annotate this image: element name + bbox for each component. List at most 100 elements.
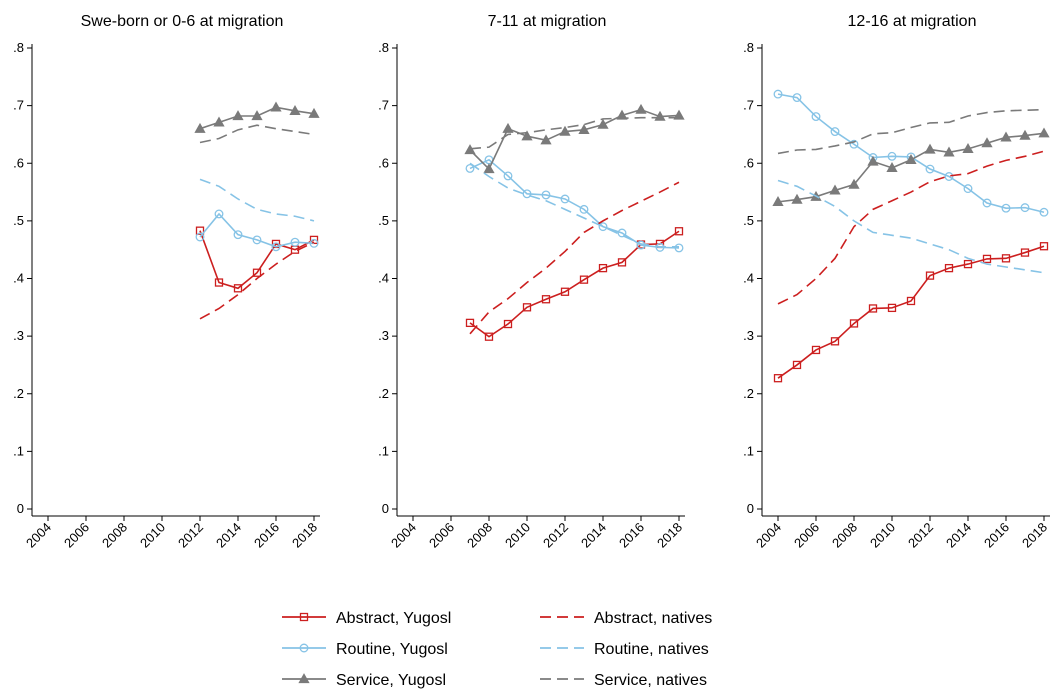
series-line xyxy=(199,230,315,290)
x-tick-label: 2008 xyxy=(464,520,495,551)
y-tick-label: 0 xyxy=(747,501,754,516)
x-tick-label: 2006 xyxy=(426,520,457,551)
marker xyxy=(579,275,589,284)
marker xyxy=(811,345,821,355)
marker xyxy=(540,134,552,145)
y-tick-label: .5 xyxy=(743,213,754,228)
y-tick-label: .5 xyxy=(378,213,389,228)
y-tick-label: .7 xyxy=(743,98,754,113)
marker xyxy=(464,144,476,155)
y-tick-label: .3 xyxy=(378,328,389,343)
marker xyxy=(597,118,609,129)
y-tick-label: .4 xyxy=(13,271,24,286)
marker xyxy=(905,153,917,164)
marker xyxy=(635,103,647,114)
marker xyxy=(308,107,320,118)
marker xyxy=(773,374,783,383)
x-tick-label: 2012 xyxy=(905,520,936,551)
y-tick-label: 0 xyxy=(17,501,24,516)
series-line xyxy=(469,158,680,249)
x-tick-label: 2006 xyxy=(61,520,92,551)
marker xyxy=(1039,207,1049,217)
marker xyxy=(214,278,224,287)
y-tick-label: .6 xyxy=(13,155,24,170)
marker xyxy=(578,124,590,134)
marker xyxy=(194,122,206,133)
series-line xyxy=(469,230,680,338)
marker xyxy=(963,184,973,194)
y-tick-label: .1 xyxy=(743,443,754,458)
y-tick-label: .2 xyxy=(378,386,389,401)
y-tick-label: 0 xyxy=(382,501,389,516)
marker xyxy=(465,318,475,328)
y-tick-label: .3 xyxy=(743,328,754,343)
x-tick-label: 2018 xyxy=(289,520,320,551)
marker xyxy=(233,284,243,293)
marker xyxy=(298,673,310,684)
marker xyxy=(289,104,301,115)
marker xyxy=(829,184,841,195)
marker xyxy=(559,125,571,136)
y-tick-label: .1 xyxy=(13,443,24,458)
marker xyxy=(944,263,954,273)
marker xyxy=(943,146,955,157)
panel-title: Swe-born or 0-6 at migration xyxy=(81,13,284,30)
series-line xyxy=(469,116,679,150)
marker xyxy=(252,235,262,245)
marker xyxy=(887,151,897,161)
marker xyxy=(830,337,840,346)
marker xyxy=(309,238,319,248)
marker xyxy=(848,178,860,189)
x-tick-label: 2010 xyxy=(502,520,533,551)
marker xyxy=(982,198,992,208)
y-tick-label: .4 xyxy=(378,271,389,286)
marker xyxy=(830,127,840,137)
legend-label: Routine, Yugosl xyxy=(336,641,448,658)
x-tick-label: 2016 xyxy=(251,520,282,551)
marker xyxy=(270,101,282,112)
marker xyxy=(598,263,608,273)
x-tick-label: 2004 xyxy=(753,520,784,551)
marker xyxy=(963,259,973,269)
marker xyxy=(541,190,551,200)
legend-label: Service, Yugosl xyxy=(336,672,446,689)
legend-label: Service, natives xyxy=(594,672,707,689)
marker xyxy=(849,319,859,328)
series-line xyxy=(199,178,315,222)
marker xyxy=(1020,248,1030,257)
y-tick-label: .2 xyxy=(13,386,24,401)
marker xyxy=(849,139,859,149)
marker xyxy=(503,171,513,181)
marker xyxy=(867,155,879,166)
x-tick-label: 2008 xyxy=(99,520,130,551)
x-tick-label: 2006 xyxy=(791,520,822,551)
marker xyxy=(773,89,783,99)
legend-label: Abstract, Yugosl xyxy=(336,610,451,627)
marker xyxy=(299,612,309,622)
marker xyxy=(925,271,935,280)
y-tick-label: .8 xyxy=(13,40,24,55)
marker xyxy=(232,110,244,121)
x-tick-label: 2018 xyxy=(654,520,685,551)
x-tick-label: 2016 xyxy=(981,520,1012,551)
x-tick-label: 2014 xyxy=(213,520,244,551)
marker xyxy=(886,162,898,173)
marker xyxy=(1000,131,1012,142)
y-tick-label: .6 xyxy=(378,155,389,170)
marker xyxy=(484,332,494,341)
y-tick-label: .3 xyxy=(13,328,24,343)
marker xyxy=(252,268,262,277)
marker xyxy=(251,110,263,121)
x-tick-label: 2016 xyxy=(616,520,647,551)
y-tick-label: .2 xyxy=(743,386,754,401)
marker xyxy=(299,643,309,653)
marker xyxy=(792,93,802,103)
marker xyxy=(944,172,954,181)
marker xyxy=(1038,127,1050,138)
x-tick-label: 2004 xyxy=(388,520,419,551)
marker xyxy=(811,112,821,122)
series-line xyxy=(777,179,1045,274)
marker xyxy=(617,258,627,267)
panel-title: 12-16 at migration xyxy=(848,13,977,30)
